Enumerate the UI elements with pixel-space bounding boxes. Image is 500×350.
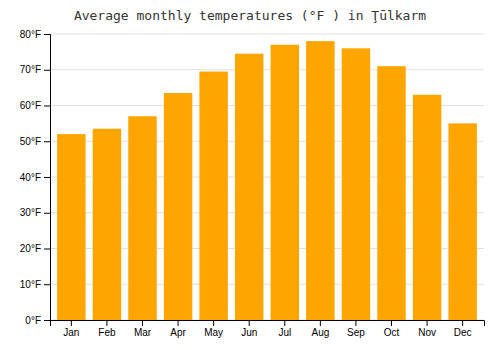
x-tick-mark <box>355 320 356 326</box>
x-tick: Aug <box>311 320 329 338</box>
bars <box>57 41 477 320</box>
y-tick-label: 80°F <box>20 29 41 40</box>
y-tick-mark <box>44 177 50 178</box>
y-tick: 30°F <box>20 207 50 218</box>
x-tick-label: Mar <box>134 327 152 338</box>
y-tick: 20°F <box>20 243 50 254</box>
x-tick-mark <box>178 320 179 326</box>
x-tick-mark <box>462 320 463 326</box>
x-tick-label: Dec <box>454 327 472 338</box>
x-tick-mark <box>71 320 72 326</box>
y-tick-mark <box>44 320 50 321</box>
x-tick-mark <box>284 320 285 326</box>
axis-line <box>51 321 485 327</box>
y-tick: 60°F <box>20 100 50 111</box>
x-tick-label: Aug <box>311 327 329 338</box>
x-tick: Nov <box>418 320 436 338</box>
x-tick: Dec <box>454 320 472 338</box>
chart: Jan Feb Mar Apr May Jun Jul Aug Sep Oct Nov Dec 0°F 1… <box>0 0 500 350</box>
y-tick: 70°F <box>20 64 50 75</box>
y-tick-label: 70°F <box>20 64 41 75</box>
x-tick-label: Jun <box>241 327 257 338</box>
y-tick-mark <box>44 34 50 35</box>
y-tick-label: 10°F <box>20 279 41 290</box>
y-tick-mark <box>44 70 50 71</box>
x-tick: Oct <box>384 320 400 338</box>
y-tick: 50°F <box>20 136 50 147</box>
grid <box>50 34 484 320</box>
bar <box>377 66 405 320</box>
y-tick-mark <box>44 249 50 250</box>
x-tick: Jul <box>278 320 291 338</box>
bar <box>128 116 156 320</box>
x-tick-label: May <box>204 327 223 338</box>
bar <box>164 93 192 320</box>
y-tick: 80°F <box>20 29 50 40</box>
y-tick: 0°F <box>25 315 50 326</box>
bar <box>57 134 85 320</box>
y-tick-label: 0°F <box>25 315 41 326</box>
x-tick-label: Oct <box>384 327 400 338</box>
bar <box>235 54 263 320</box>
title: Average monthly temperatures (°F ) in Ţū… <box>74 8 426 23</box>
y-tick-mark <box>44 106 50 107</box>
x-axis: Jan Feb Mar Apr May Jun Jul Aug Sep Oct Nov Dec <box>51 320 485 338</box>
y-tick-label: 60°F <box>20 100 41 111</box>
bar <box>306 41 334 320</box>
x-tick-label: Nov <box>418 327 436 338</box>
y-tick-label: 30°F <box>20 207 41 218</box>
y-tick-mark <box>44 141 50 142</box>
x-tick-mark <box>142 320 143 326</box>
bar <box>342 48 370 320</box>
x-tick-mark <box>106 320 107 326</box>
x-tick-label: Jul <box>278 327 291 338</box>
x-tick: Feb <box>98 320 116 338</box>
y-tick-mark <box>44 284 50 285</box>
x-tick-label: Apr <box>170 327 186 338</box>
grid-line <box>50 69 484 70</box>
x-tick: May <box>204 320 223 338</box>
x-tick-label: Feb <box>98 327 116 338</box>
y-tick: 10°F <box>20 279 50 290</box>
x-tick-label: Sep <box>347 327 365 338</box>
x-tick-mark <box>427 320 428 326</box>
x-tick: Jun <box>241 320 257 338</box>
x-tick: Sep <box>347 320 365 338</box>
y-axis: 0°F 10°F 20°F 30°F 40°F 50°F 60°F 70°F 80°F <box>20 29 51 326</box>
axis-line <box>44 35 51 321</box>
x-tick-label: Jan <box>63 327 79 338</box>
bar <box>199 72 227 320</box>
y-tick-label: 20°F <box>20 243 41 254</box>
x-tick-mark <box>249 320 250 326</box>
x-tick: Jan <box>63 320 79 338</box>
y-tick: 40°F <box>20 172 50 183</box>
x-tick: Apr <box>170 320 186 338</box>
x-tick-mark <box>213 320 214 326</box>
y-tick-label: 50°F <box>20 136 41 147</box>
x-tick-mark <box>320 320 321 326</box>
grid-line <box>50 34 484 35</box>
y-tick-mark <box>44 213 50 214</box>
y-tick-label: 40°F <box>20 172 41 183</box>
bar <box>93 129 121 320</box>
x-tick-mark <box>391 320 392 326</box>
x-tick: Mar <box>134 320 152 338</box>
bar <box>413 95 441 320</box>
bar <box>271 45 299 320</box>
bar <box>448 123 476 320</box>
plot: Jan Feb Mar Apr May Jun Jul Aug Sep Oct Nov Dec 0°F 1… <box>20 29 485 338</box>
